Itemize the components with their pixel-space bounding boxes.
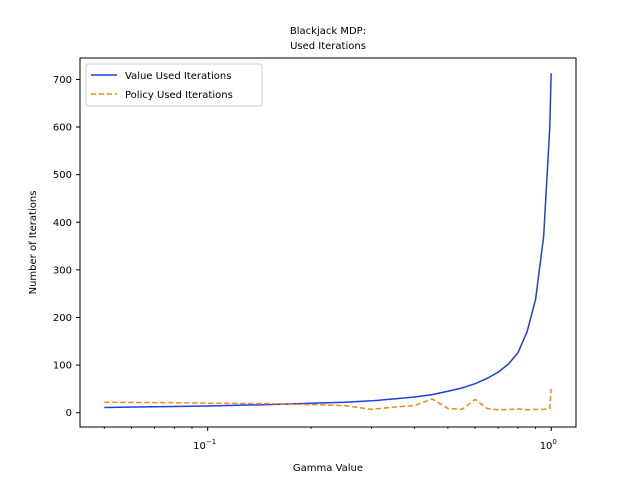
- y-tick-label: 700: [53, 75, 72, 86]
- x-tick-label: 100: [540, 438, 557, 452]
- legend-box: [85, 63, 263, 107]
- chart-title-line-2: Used Iterations: [290, 41, 366, 52]
- axes-frame: [79, 57, 577, 428]
- x-axis-label: Gamma Value: [293, 463, 363, 474]
- plot-area: [104, 73, 552, 411]
- x-tick-label: 10−1: [193, 438, 216, 452]
- y-axis: 0 100 200 300 400 500 600 700: [53, 75, 80, 419]
- y-tick-label: 600: [53, 123, 72, 134]
- y-tick-label: 400: [53, 218, 72, 229]
- y-axis-label: Number of Iterations: [28, 191, 39, 295]
- legend-label-value: Value Used Iterations: [125, 71, 231, 82]
- legend: Value Used Iterations Policy Used Iterat…: [85, 63, 263, 107]
- series-line-value: [104, 73, 552, 409]
- y-tick-label: 0: [66, 408, 72, 419]
- y-tick-label: 500: [53, 170, 72, 181]
- chart-title-line-1: Blackjack MDP:: [290, 26, 366, 37]
- y-tick-label: 100: [53, 361, 72, 372]
- y-tick-label: 300: [53, 265, 72, 276]
- y-tick-label: 200: [53, 313, 72, 324]
- series-line-policy: [104, 388, 552, 411]
- legend-label-policy: Policy Used Iterations: [125, 90, 233, 101]
- x-axis: 10−1 100: [103, 427, 557, 452]
